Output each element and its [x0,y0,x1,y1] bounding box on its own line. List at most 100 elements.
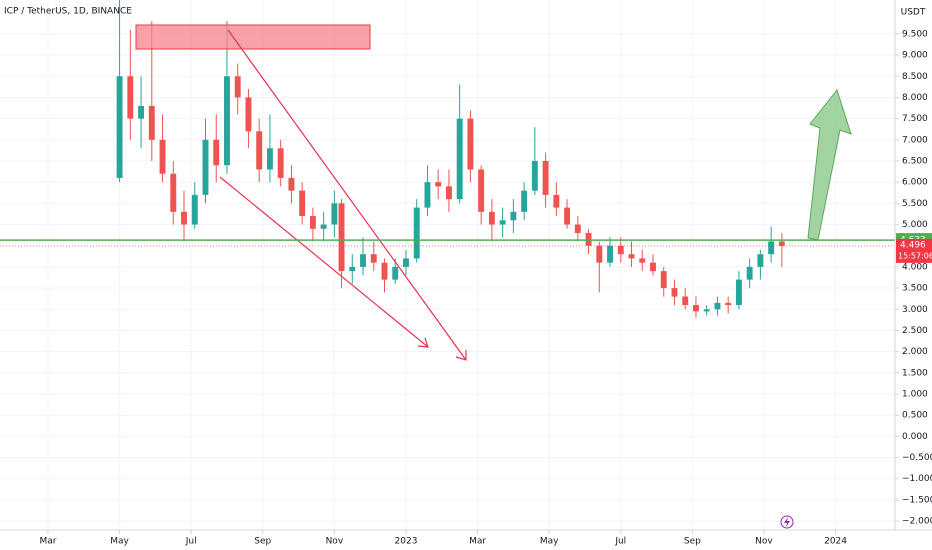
y-tick-label: 4.000 [902,262,928,272]
candle-body [381,262,388,280]
candle-body [542,160,549,195]
x-tick-label: 2024 [824,537,847,547]
candle-body [445,186,452,200]
candle-body [370,254,377,263]
x-tick-label: Mar [39,537,56,547]
y-tick-label: 1.000 [902,390,928,400]
arrow-line [219,176,429,348]
candle-body [660,271,667,289]
x-tick-label: May [110,537,129,547]
candle-body [256,131,263,170]
candle-body [725,302,732,306]
candle-body [309,216,316,229]
x-tick-label: Mar [469,537,486,547]
candle-body [181,211,187,225]
candle-body [768,241,775,255]
candle-body [392,266,399,280]
candle-body [245,97,252,132]
y-tick-label: 0.500 [902,411,928,421]
y-tick-label: 9.500 [902,29,928,39]
countdown: 15:57:06 [898,251,932,260]
candle-body [757,254,764,267]
candle-body [349,266,356,272]
candle-body [467,118,474,170]
y-tick-label: 1.500 [902,368,928,378]
candle-body [213,139,220,166]
event-icon-bolt [784,517,790,527]
candle-body [703,309,710,312]
axes: 9.500 9.000 8.500 8.000 7.500 7.000 6.500 6.000… [39,29,932,546]
y-tick-label: 2.500 [902,326,928,336]
candle-body [639,258,646,263]
candle-body [682,296,689,306]
candle-body [224,76,230,166]
candle-body [564,207,571,225]
y-tick-label: 7.500 [902,114,928,124]
candle-body [191,194,198,225]
candle-body [499,220,506,225]
candle-body [202,139,209,195]
y-tick-label: 8.000 [902,93,928,103]
candle-body [266,148,273,170]
candle-body [116,76,123,178]
trend-arrows [219,29,467,361]
y-tick-label: 5.500 [902,199,928,209]
candle-body [338,203,345,272]
candle-body [331,203,338,225]
candle-body [628,254,635,259]
y-tick-label: 3.000 [902,305,928,315]
y-tick-label: 3.500 [902,284,928,294]
candle-body [148,105,155,140]
candle-body [650,262,656,272]
candle-body [617,245,624,255]
y-tick-label: 6.000 [902,178,928,188]
x-tick-label: May [540,537,559,547]
y-tick-label: 8.500 [902,72,928,82]
candle-body [488,211,495,225]
candle-body [127,76,134,119]
candle-body [170,173,177,212]
supply-zone [135,24,371,50]
candle-body [521,190,528,212]
candle-body [320,224,327,229]
x-tick-label: Sep [254,537,271,547]
candle-body [403,258,409,267]
candle-body [778,241,785,246]
arrow-head [455,350,467,361]
candle-body [574,224,581,234]
x-tick-label: Nov [755,537,773,547]
candle-body [607,245,613,263]
candle-body [277,148,284,178]
arrow-line [227,29,467,361]
candle-body [159,139,166,174]
arrow-head [417,337,429,348]
candle-body [735,279,742,306]
currency-label: USDT [901,8,926,18]
candle-body [714,302,721,310]
candle-body [360,254,366,267]
up-arrow [807,88,852,241]
candle-body [746,266,753,280]
candle-body [413,207,420,259]
candle-body [456,118,463,200]
candle-body [424,182,431,208]
candle-body [478,169,485,212]
y-tick-label: 2.000 [902,347,928,357]
candle-body [288,177,295,191]
x-tick-label: 2023 [395,537,418,547]
y-tick-label: 9.000 [902,51,928,61]
candle-body [596,245,603,263]
candle-body [671,288,678,297]
candle-body [692,305,699,312]
y-tick-label: −0.500 [902,453,932,463]
x-tick-label: Jul [185,537,197,547]
y-tick-label: 5.000 [902,220,928,230]
y-tick-label: 0.000 [902,432,928,442]
y-tick-label: 7.000 [902,135,928,145]
candle-body [234,76,241,98]
y-tick-label: 6.500 [902,156,928,166]
candle-body [531,160,538,191]
